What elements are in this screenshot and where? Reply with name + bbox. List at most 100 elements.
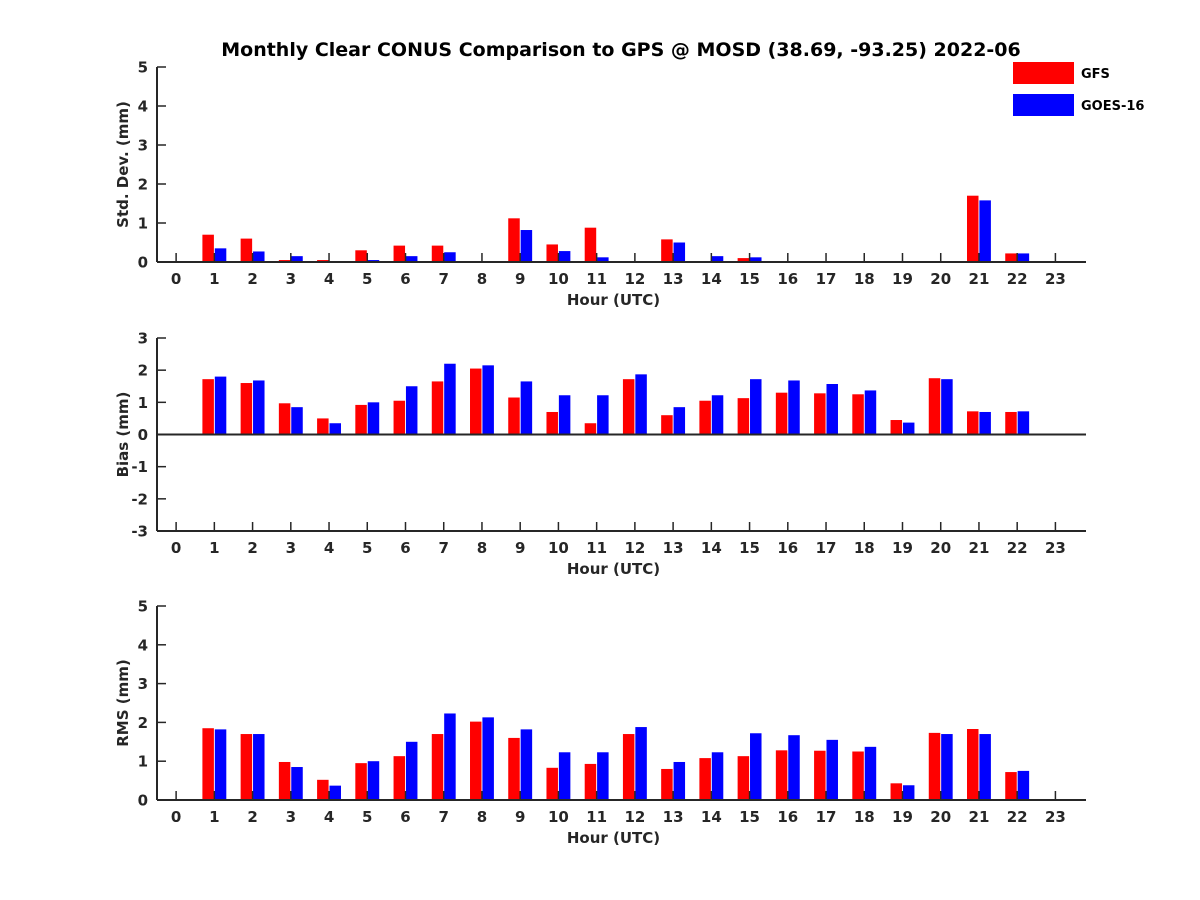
x-tick-label-15: 15: [739, 539, 760, 557]
legend: GFS GOES-16: [1013, 62, 1144, 116]
y-tick-label-5: 5: [138, 59, 148, 77]
bar-gfs-hour-8: [470, 721, 482, 800]
bar-goes-16-hour-14: [711, 395, 724, 435]
bar-goes-16-hour-10: [558, 251, 571, 262]
x-tick-label-11: 11: [586, 270, 607, 288]
y-axis-label: Std. Dev. (mm): [114, 101, 132, 228]
x-tick-label-18: 18: [854, 808, 875, 826]
bar-goes-16-hour-18: [864, 390, 877, 435]
bar-goes-16-hour-5: [367, 761, 380, 800]
bar-goes-16-hour-4: [329, 785, 341, 800]
bar-goes-16-hour-5: [367, 402, 380, 435]
bar-goes-16-hour-20: [941, 734, 953, 800]
bar-gfs-hour-20: [928, 732, 941, 800]
x-tick-label-12: 12: [624, 539, 645, 557]
bar-goes-16-hour-9: [520, 729, 533, 800]
legend-label-goes-16: GOES-16: [1081, 99, 1144, 114]
x-tick-label-7: 7: [439, 808, 449, 826]
bar-gfs-hour-15: [737, 398, 750, 435]
x-tick-label-9: 9: [515, 539, 525, 557]
bar-goes-16-hour-10: [558, 395, 571, 435]
bar-gfs-hour-13: [661, 415, 673, 435]
bar-goes-16-hour-3: [291, 407, 303, 435]
y-tick-label-4: 4: [138, 636, 148, 654]
bar-goes-16-hour-18: [864, 746, 877, 800]
bar-gfs-hour-5: [355, 763, 367, 800]
y-tick-label-3: 3: [138, 675, 148, 693]
bar-goes-16-hour-9: [520, 381, 533, 435]
bar-goes-16-hour-7: [444, 713, 456, 800]
bar-gfs-hour-7: [431, 245, 444, 262]
bar-gfs-hour-14: [699, 758, 711, 800]
bar-gfs-hour-4: [317, 779, 329, 800]
x-tick-label-21: 21: [969, 808, 990, 826]
bar-gfs-hour-18: [852, 394, 864, 435]
x-axis-label: Hour (UTC): [567, 291, 660, 309]
bar-gfs-hour-10: [546, 411, 558, 435]
x-tick-label-13: 13: [663, 539, 684, 557]
x-tick-label-8: 8: [477, 808, 487, 826]
bar-gfs-hour-17: [814, 750, 826, 800]
subplots: 0 1 2 3 4 5 6 7 8 9 10 11 12 13 14 15 16 17 18 19 20 21 22 2301…: [114, 59, 1086, 847]
bar-gfs-hour-2: [240, 238, 253, 262]
x-tick-label-22: 22: [1007, 270, 1028, 288]
bar-goes-16-hour-14: [711, 752, 724, 800]
y-tick-label-0: 0: [138, 426, 148, 444]
bar-gfs-hour-2: [240, 734, 253, 800]
bar-gfs-hour-10: [546, 244, 558, 262]
y-tick-label-1: 1: [138, 753, 148, 771]
bar-gfs-hour-7: [431, 734, 444, 800]
bar-gfs-hour-9: [508, 397, 520, 435]
x-tick-label-1: 1: [209, 270, 219, 288]
x-tick-label-10: 10: [548, 270, 569, 288]
y-tick-label-3: 3: [138, 330, 148, 348]
bar-goes-16-hour-3: [291, 767, 303, 800]
bar-gfs-hour-19: [890, 783, 903, 800]
x-tick-label-5: 5: [362, 808, 372, 826]
x-tick-label-11: 11: [586, 539, 607, 557]
bar-gfs-hour-10: [546, 767, 558, 800]
bar-goes-16-hour-6: [405, 256, 418, 262]
y-tick-label-2: 2: [138, 176, 148, 194]
bar-gfs-hour-16: [775, 750, 788, 800]
bar-gfs-hour-9: [508, 737, 520, 800]
x-tick-label-12: 12: [624, 270, 645, 288]
bar-gfs-hour-21: [967, 195, 979, 262]
bar-gfs-hour-3: [278, 403, 291, 435]
x-tick-label-5: 5: [362, 539, 372, 557]
subplot-3: 0 1 2 3 4 5 6 7 8 9 10 11 12 13 14 15 16 17 18 19 20 21 22 2301…: [114, 598, 1086, 847]
bar-gfs-hour-6: [393, 756, 406, 800]
x-tick-label-8: 8: [477, 270, 487, 288]
bar-gfs-hour-11: [584, 763, 597, 800]
bar-goes-16-hour-15: [750, 257, 762, 262]
x-tick-label-14: 14: [701, 808, 722, 826]
bar-gfs-hour-5: [355, 250, 367, 262]
x-tick-label-1: 1: [209, 539, 219, 557]
bar-gfs-hour-12: [622, 734, 635, 800]
bar-gfs-hour-21: [967, 729, 979, 800]
bar-gfs-hour-18: [852, 751, 864, 800]
x-tick-label-17: 17: [816, 808, 837, 826]
y-tick-label-5: 5: [138, 598, 148, 616]
bar-gfs-hour-12: [622, 379, 635, 435]
x-tick-label-1: 1: [209, 808, 219, 826]
bar-goes-16-hour-21: [979, 411, 991, 435]
bar-goes-16-hour-3: [291, 256, 303, 262]
bar-goes-16-hour-21: [979, 200, 991, 262]
x-tick-label-0: 0: [171, 808, 181, 826]
x-tick-label-4: 4: [324, 270, 334, 288]
x-tick-label-2: 2: [247, 539, 257, 557]
x-tick-label-20: 20: [930, 270, 951, 288]
bar-goes-16-hour-6: [405, 741, 418, 800]
bar-gfs-hour-9: [508, 218, 520, 262]
y-tick-label--2: -2: [131, 490, 148, 508]
bar-gfs-hour-22: [1005, 411, 1017, 435]
bar-goes-16-hour-16: [788, 735, 800, 800]
x-tick-label-15: 15: [739, 808, 760, 826]
bar-gfs-hour-8: [470, 368, 482, 435]
bar-gfs-hour-1: [202, 234, 214, 262]
bar-goes-16-hour-1: [214, 729, 227, 800]
bar-gfs-hour-16: [775, 392, 788, 435]
x-tick-label-3: 3: [286, 808, 296, 826]
